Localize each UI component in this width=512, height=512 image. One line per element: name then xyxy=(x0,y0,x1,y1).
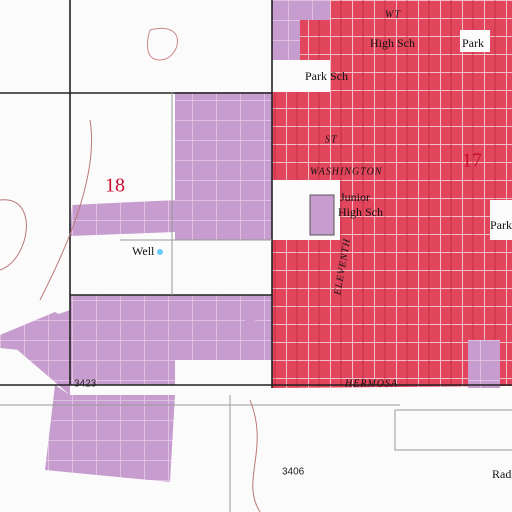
building xyxy=(245,305,255,337)
feature-label: Park xyxy=(490,218,512,232)
residential-area xyxy=(0,312,70,350)
park-block xyxy=(490,200,512,240)
elevation-label: 3423 xyxy=(74,379,97,390)
residential-area xyxy=(70,295,272,385)
well-symbol xyxy=(157,249,163,255)
feature-label: Rad xyxy=(492,467,511,481)
residential-area xyxy=(70,92,272,240)
street-label: ST xyxy=(325,134,338,145)
park-block xyxy=(460,30,490,52)
residential-area xyxy=(468,340,500,388)
school xyxy=(309,194,335,236)
feature-label: High Sch xyxy=(370,36,415,50)
section-number: 18 xyxy=(105,175,125,197)
urban-area xyxy=(272,0,512,388)
residential-area xyxy=(272,0,330,60)
feature-label: Junior xyxy=(340,190,370,204)
roads xyxy=(0,27,512,512)
section-lines xyxy=(0,0,512,388)
street-label: WASHINGTON xyxy=(310,166,383,177)
residential-area xyxy=(0,310,175,482)
section-number: 17 xyxy=(462,150,482,172)
feature-label: High Sch xyxy=(338,205,383,219)
feature-label: Park xyxy=(462,36,484,50)
feature-label: Well xyxy=(132,244,155,258)
street-label: WT xyxy=(385,9,401,20)
feature-label: Park Sch xyxy=(305,69,348,83)
street-label: HERMOSA xyxy=(344,378,398,389)
elevation-label: 3406 xyxy=(282,467,305,478)
